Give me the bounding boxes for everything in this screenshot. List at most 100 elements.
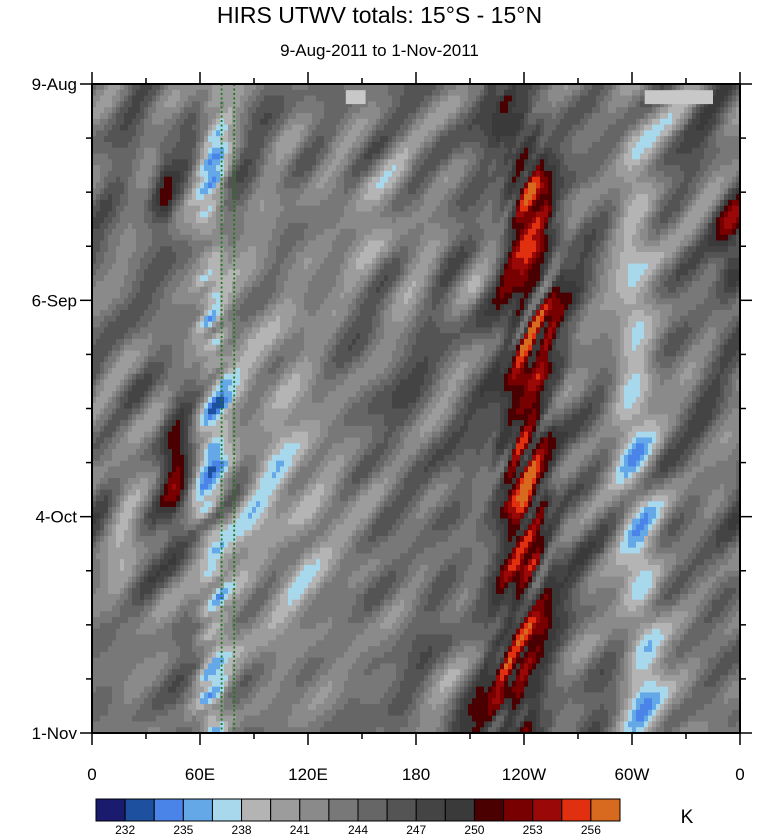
heatmap-cell — [116, 396, 121, 404]
heatmap-cell — [476, 240, 481, 247]
heatmap-cell — [548, 228, 557, 236]
heatmap-cell — [592, 391, 605, 398]
heatmap-cell — [152, 194, 157, 201]
heatmap-cell — [232, 257, 257, 265]
heatmap-cell — [256, 84, 265, 91]
heatmap-cell — [540, 362, 545, 369]
heatmap-cell — [368, 292, 385, 300]
heatmap-cell — [592, 228, 597, 236]
heatmap-cell — [712, 281, 717, 288]
heatmap-cell — [176, 269, 189, 276]
heatmap-cell — [392, 460, 405, 468]
heatmap-cell — [548, 327, 553, 334]
heatmap-cell — [348, 304, 357, 311]
heatmap-cell — [676, 217, 681, 224]
heatmap-cell — [92, 350, 109, 358]
heatmap-cell — [668, 414, 677, 421]
heatmap-cell — [288, 223, 309, 230]
heatmap-cell — [524, 269, 529, 276]
heatmap-cell — [544, 321, 549, 329]
heatmap-cell — [332, 147, 337, 155]
heatmap-cell — [612, 408, 617, 415]
heatmap-cell — [224, 182, 229, 189]
heatmap-cell — [536, 136, 541, 143]
heatmap-cell — [680, 141, 701, 149]
heatmap-cell — [368, 165, 373, 172]
heatmap-cell — [412, 199, 425, 207]
heatmap-cell — [596, 275, 601, 282]
heatmap-cell — [572, 304, 577, 311]
heatmap-cell — [516, 240, 521, 247]
heatmap-cell — [596, 460, 601, 468]
heatmap-cell — [176, 211, 185, 218]
heatmap-cell — [720, 298, 729, 305]
heatmap-cell — [200, 159, 205, 166]
heatmap-cell — [552, 460, 557, 468]
heatmap-cell — [496, 466, 505, 473]
heatmap-cell — [160, 408, 165, 415]
heatmap-cell — [208, 460, 213, 468]
heatmap-cell — [472, 257, 477, 265]
heatmap-cell — [136, 367, 141, 375]
heatmap-cell — [520, 327, 525, 334]
heatmap-cell — [268, 153, 277, 161]
heatmap-cell — [264, 472, 273, 479]
heatmap-cell — [656, 460, 661, 468]
heatmap-cell — [532, 176, 541, 184]
heatmap-cell — [724, 286, 737, 294]
heatmap-cell — [496, 84, 509, 91]
heatmap-cell — [668, 327, 677, 334]
heatmap-cell — [92, 298, 113, 305]
heatmap-cell — [344, 188, 349, 195]
heatmap-cell — [696, 362, 705, 369]
heatmap-cell — [228, 153, 233, 161]
heatmap-cell — [216, 182, 221, 189]
heatmap-cell — [552, 367, 557, 375]
heatmap-cell — [720, 217, 725, 224]
heatmap-cell — [412, 367, 429, 375]
heatmap-cell — [172, 408, 177, 415]
heatmap-cell — [296, 304, 305, 311]
heatmap-cell — [240, 466, 249, 473]
heatmap-cell — [316, 153, 325, 161]
heatmap-cell — [608, 269, 617, 276]
heatmap-cell — [544, 344, 549, 352]
heatmap-cell — [648, 211, 653, 218]
heatmap-cell — [736, 327, 740, 334]
heatmap-cell — [352, 472, 369, 479]
heatmap-cell — [636, 101, 641, 108]
heatmap-cell — [176, 182, 181, 189]
heatmap-cell — [480, 124, 493, 132]
heatmap-cell — [396, 107, 417, 114]
heatmap-cell — [644, 147, 653, 155]
heatmap-cell — [356, 257, 373, 265]
heatmap-cell — [572, 333, 577, 340]
heatmap-cell — [364, 182, 369, 189]
heatmap-cell — [492, 356, 497, 363]
heatmap-cell — [384, 449, 393, 456]
heatmap-cell — [192, 478, 197, 485]
heatmap-cell — [448, 425, 461, 433]
heatmap-cell — [500, 257, 505, 265]
heatmap-cell — [656, 286, 669, 294]
heatmap-cell — [540, 286, 545, 294]
heatmap-cell — [264, 153, 269, 161]
heatmap-cell — [436, 246, 445, 253]
heatmap-cell — [536, 292, 545, 300]
heatmap-cell — [472, 252, 477, 259]
heatmap-cell — [568, 385, 573, 392]
heatmap-cell — [512, 333, 517, 340]
heatmap-cell — [388, 89, 405, 97]
heatmap-cell — [96, 391, 101, 398]
heatmap-cell — [424, 379, 433, 387]
heatmap-cell — [284, 107, 293, 114]
heatmap-cell — [312, 118, 321, 126]
heatmap-cell — [428, 188, 449, 195]
heatmap-cell — [240, 165, 249, 172]
heatmap-cell — [184, 170, 189, 178]
heatmap-cell — [704, 437, 713, 444]
heatmap-cell — [452, 304, 469, 311]
heatmap-cell — [192, 275, 197, 282]
heatmap-cell — [500, 367, 505, 375]
heatmap-cell — [456, 292, 461, 300]
